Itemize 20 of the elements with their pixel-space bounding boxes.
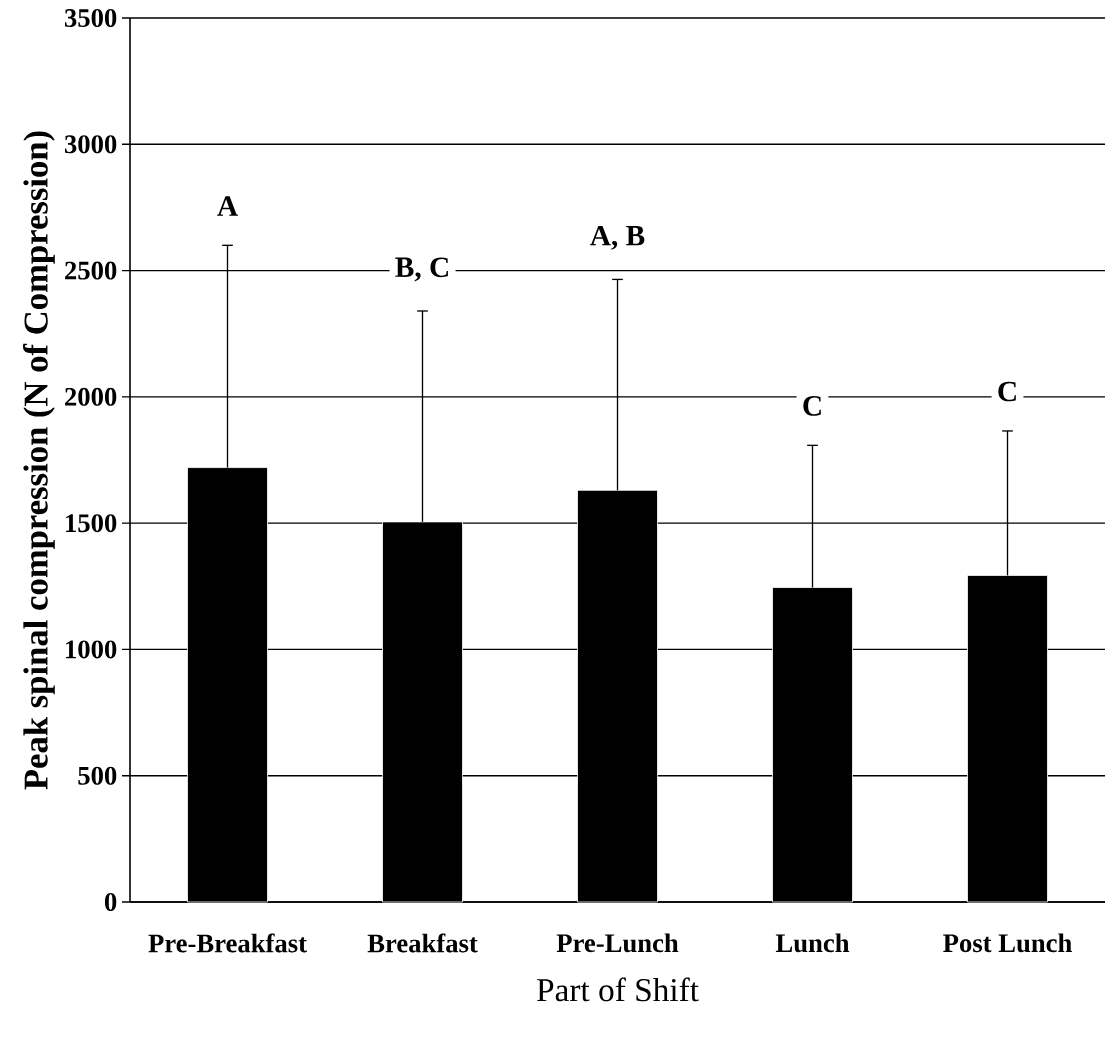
y-axis-title: Peak spinal compression (N of Compression) xyxy=(23,131,55,790)
y-tick-label: 3500 xyxy=(64,9,117,27)
x-tick-label: Breakfast xyxy=(367,933,478,953)
x-tick-label: Pre-Lunch xyxy=(556,933,679,953)
annotation: A xyxy=(217,196,238,216)
y-tick-label: 2000 xyxy=(65,387,117,406)
x-axis-title: Part of Shift xyxy=(536,977,699,1002)
y-tick-label: 500 xyxy=(78,766,117,785)
annotation: B, C xyxy=(395,257,448,282)
annotation: C xyxy=(803,396,821,416)
annotation: A, B xyxy=(590,225,645,250)
x-tick-label: Lunch xyxy=(775,933,850,953)
x-tick-label: Pre-Breakfast xyxy=(148,933,307,953)
y-tick-label: 1500 xyxy=(66,514,117,533)
x-tick-label: Post Lunch xyxy=(943,933,1072,953)
y-tick-label: 1000 xyxy=(66,640,117,659)
annotation: C xyxy=(998,381,1016,402)
y-tick-label: 3000 xyxy=(64,135,117,154)
y-tick-label: 0 xyxy=(104,893,117,911)
y-tick-label: 2500 xyxy=(65,261,117,280)
